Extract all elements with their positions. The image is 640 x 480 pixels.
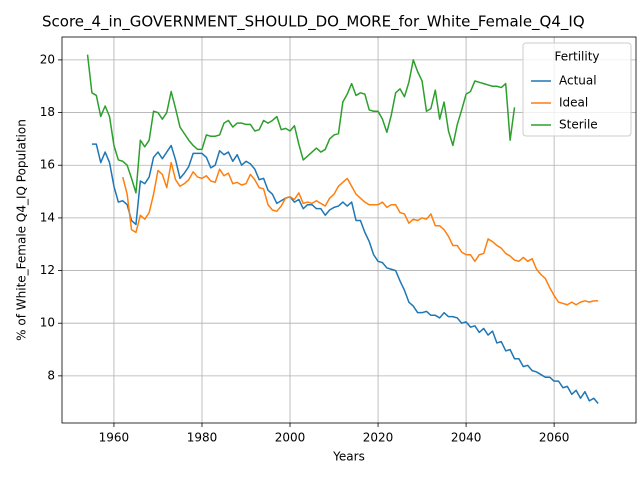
legend-label: Actual (559, 74, 597, 88)
x-tick-label: 2020 (363, 431, 394, 445)
series-line (122, 161, 599, 306)
y-tick-label: 12 (40, 263, 55, 277)
series-line (91, 143, 599, 405)
legend-label: Ideal (559, 96, 588, 110)
x-tick-label: 1980 (187, 431, 218, 445)
y-tick-label: 18 (40, 105, 55, 119)
x-tick-label: 1960 (99, 431, 130, 445)
legend: Fertility Actual Ideal Sterile (522, 42, 632, 137)
x-tick-label: 2060 (539, 431, 570, 445)
chart-title: Score_4_in_GOVERNMENT_SHOULD_DO_MORE_for… (42, 13, 585, 32)
x-tick-label: 2000 (275, 431, 306, 445)
legend-box (522, 42, 632, 137)
x-tick-label: 2040 (451, 431, 482, 445)
y-tick-label: 16 (40, 158, 55, 172)
y-axis-label: % of White_Female Q4_IQ Population (15, 119, 29, 341)
y-tick-label: 14 (40, 210, 55, 224)
x-axis-label: Years (332, 450, 365, 464)
plot-frame (61, 36, 637, 424)
series-line (86, 54, 516, 194)
legend-title: Fertility (554, 50, 599, 64)
y-tick-label: 20 (40, 52, 55, 66)
legend-label: Sterile (559, 118, 598, 132)
y-tick-label: 8 (47, 368, 55, 382)
y-tick-label: 10 (40, 316, 55, 330)
